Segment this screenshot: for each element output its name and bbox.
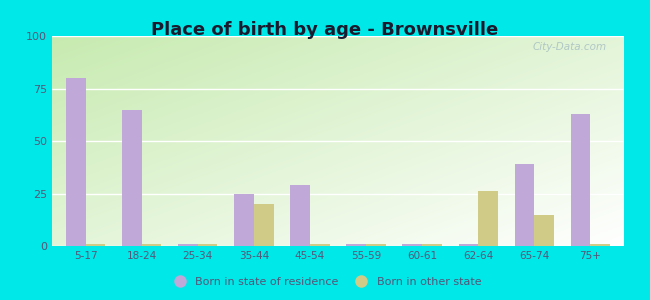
Bar bbox=[142, 244, 161, 246]
Bar bbox=[66, 78, 86, 246]
Bar bbox=[254, 204, 274, 246]
Bar bbox=[178, 244, 198, 246]
Bar bbox=[291, 185, 310, 246]
Bar bbox=[198, 244, 218, 246]
Bar bbox=[346, 244, 366, 246]
Bar bbox=[366, 244, 385, 246]
Bar bbox=[534, 214, 554, 246]
Bar bbox=[122, 110, 142, 246]
Bar bbox=[515, 164, 534, 246]
Bar bbox=[478, 191, 498, 246]
Bar bbox=[458, 244, 478, 246]
Text: Place of birth by age - Brownsville: Place of birth by age - Brownsville bbox=[151, 21, 499, 39]
Bar bbox=[571, 114, 590, 246]
Bar bbox=[402, 244, 422, 246]
Bar bbox=[590, 244, 610, 246]
Text: City-Data.com: City-Data.com bbox=[533, 42, 607, 52]
Bar bbox=[310, 244, 330, 246]
Legend: Born in state of residence, Born in other state: Born in state of residence, Born in othe… bbox=[164, 273, 486, 291]
Bar bbox=[86, 244, 105, 246]
Bar bbox=[422, 244, 442, 246]
Bar bbox=[234, 194, 254, 246]
